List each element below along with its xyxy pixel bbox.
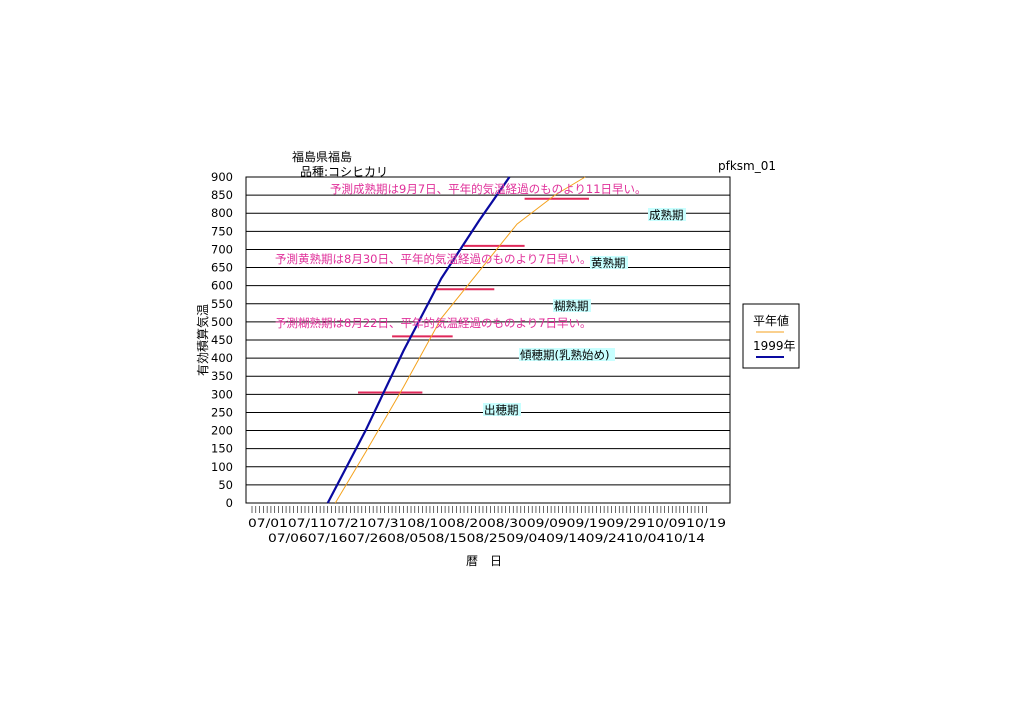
y-tick-label: 250 <box>211 405 233 419</box>
y-tick-labels: 0 50 100 150 200 250 300 350 400 450 500 550 600 650 7… <box>211 170 233 510</box>
grid-layer <box>245 176 731 504</box>
x-tick-marks <box>251 506 707 513</box>
y-tick-label: 0 <box>226 496 233 510</box>
y-tick-label: 550 <box>211 297 233 311</box>
annotation-dough-ripe: 予測糊熟期は8月22日、平年的気温経過のものより7日早い。 <box>275 316 592 330</box>
location-title: 福島県福島 <box>292 149 352 164</box>
variety-subtitle: 品種:コシヒカリ <box>300 165 388 179</box>
series-lines <box>326 176 586 504</box>
chart-code: pfksm_01 <box>718 159 776 173</box>
stage-label-bg <box>648 208 686 221</box>
annotation-yellow-ripe: 予測黄熟期は8月30日、平年的気温経過のものより7日早い。 <box>275 252 592 266</box>
legend: 平年値 1999年 <box>742 303 800 369</box>
legend-label-1999: 1999年 <box>753 339 796 353</box>
stage-label-milk: 傾穂期(乳熟始め) <box>520 348 609 362</box>
stage-label-dough: 糊熟期 <box>554 299 589 313</box>
x-tick-labels-row2: 07/0607/1607/2608/0508/1508/2509/0409/14… <box>268 531 705 545</box>
plot-frame <box>245 176 731 504</box>
stage-label-maturity: 成熟期 <box>649 208 684 222</box>
y-tick-label: 900 <box>211 170 233 184</box>
y-tick-label: 600 <box>211 279 233 293</box>
series-line-normal <box>334 176 586 504</box>
stage-bars <box>358 197 589 394</box>
stage-label-bg <box>590 256 628 269</box>
y-tick-label: 400 <box>211 351 233 365</box>
y-tick-label: 50 <box>218 478 233 492</box>
x-tick-labels: 07/0107/1107/2107/3108/1008/2008/3009/09… <box>248 516 726 545</box>
y-tick-label: 500 <box>211 315 233 329</box>
annotation-maturity: 予測成熟期は9月7日、平年的気温経過のものより11日早い。 <box>330 182 647 196</box>
y-axis-label: 有効積算気温 <box>195 304 210 376</box>
y-tick-label: 700 <box>211 242 233 256</box>
y-tick-label: 100 <box>211 460 233 474</box>
y-tick-label: 350 <box>211 369 233 383</box>
y-tick-label: 200 <box>211 424 233 438</box>
stage-label-bg <box>483 403 521 416</box>
stage-label-heading: 出穂期 <box>484 403 519 417</box>
x-axis-label: 暦 日 <box>466 554 502 568</box>
y-tick-label: 850 <box>211 188 233 202</box>
y-tick-label: 800 <box>211 206 233 220</box>
stage-label-bg <box>553 299 591 312</box>
stage-label-bg <box>519 348 615 361</box>
y-tick-label: 150 <box>211 442 233 456</box>
y-tick-label: 450 <box>211 333 233 347</box>
legend-label-normal: 平年値 <box>753 313 789 328</box>
stage-label-yellow: 黄熟期 <box>591 256 626 270</box>
y-tick-label: 300 <box>211 387 233 401</box>
series-line-1999 <box>326 176 511 504</box>
y-tick-label: 650 <box>211 261 233 275</box>
y-tick-label: 750 <box>211 224 233 238</box>
x-tick-labels-row1: 07/0107/1107/2107/3108/1008/2008/3009/09… <box>248 516 726 530</box>
